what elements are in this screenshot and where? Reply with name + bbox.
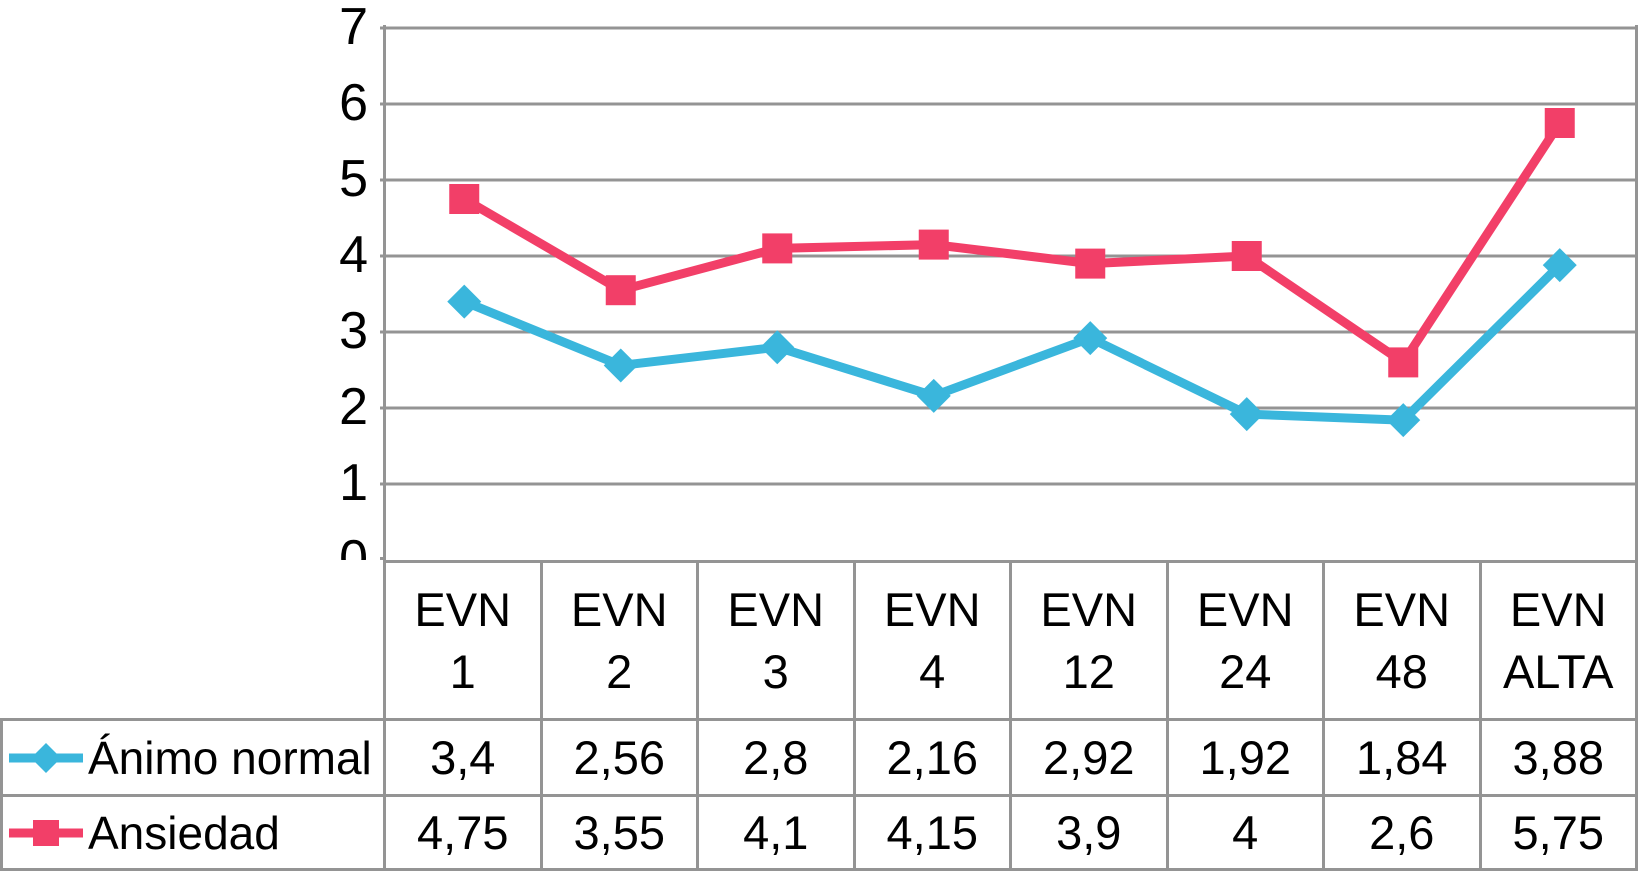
diamond-marker-icon: [603, 348, 638, 383]
y-axis-tick-label: 6: [339, 73, 368, 132]
value-cell: 2,8: [699, 718, 856, 794]
value-cell: 4,15: [855, 794, 1012, 871]
category-label-line2: ALTA: [1502, 644, 1614, 698]
value-cell: 2,56: [542, 718, 699, 794]
value-cell: 5,75: [1481, 794, 1638, 871]
value-cell: 2,16: [855, 718, 1012, 794]
square-marker-icon: [449, 184, 480, 214]
series-line-1: [459, 118, 1565, 367]
category-header-cell: EVN 3: [699, 560, 856, 718]
legend-label: Ánimo normal: [88, 731, 372, 784]
category-label-line2: 4: [919, 644, 946, 698]
category-header-cell: EVN 2: [542, 560, 699, 718]
value-cell: 2,92: [1012, 718, 1169, 794]
y-axis-tick-label: 1: [339, 453, 368, 512]
legend-label: Ansiedad: [88, 806, 280, 859]
category-header-cell: EVN 4: [855, 560, 1012, 718]
legend-key-icon: [9, 819, 83, 846]
y-axis-tick-label: 5: [339, 149, 368, 208]
legend-item: Ansiedad: [0, 794, 386, 871]
value-cell: 4: [1168, 794, 1325, 871]
square-marker-icon: [1388, 347, 1419, 378]
category-label-line1: EVN: [883, 583, 981, 637]
value-cell: 2,6: [1325, 794, 1482, 871]
value-cell: 3,9: [1012, 794, 1169, 871]
diamond-marker-icon: [1542, 248, 1577, 283]
category-label-line1: EVN: [727, 583, 825, 637]
square-marker-icon: [918, 229, 949, 260]
diamond-marker-icon: [1229, 397, 1264, 432]
value-cell: 4,75: [386, 794, 543, 871]
category-label-line1: EVN: [1353, 583, 1451, 637]
diamond-marker-icon: [916, 378, 951, 413]
category-label-line1: EVN: [1196, 583, 1294, 637]
category-label-line2: 3: [762, 644, 789, 698]
square-marker-icon: [1075, 248, 1106, 279]
y-axis-tick-label: 2: [339, 377, 368, 436]
category-header-cell: EVN 24: [1168, 560, 1325, 718]
value-cell: 3,88: [1481, 718, 1638, 794]
data-table: EVN 1 EVN 2 EVN 3 EVN 4 EVN 12 EVN 24 EVN 48 EVN ALTA Án…: [0, 560, 1638, 871]
value-cell: 1,84: [1325, 718, 1482, 794]
diamond-marker-icon: [447, 284, 482, 319]
table-corner-cell: [0, 560, 386, 718]
square-marker-icon: [605, 275, 636, 306]
category-header-cell: EVN 1: [386, 560, 543, 718]
square-marker-icon: [1231, 241, 1262, 271]
category-header-cell: EVN 12: [1012, 560, 1169, 718]
category-label-line2: 24: [1219, 644, 1272, 698]
diamond-marker-icon: [1073, 321, 1108, 356]
legend-item: Ánimo normal: [0, 718, 386, 794]
square-marker-icon: [1544, 108, 1575, 138]
category-header-cell: EVN 48: [1325, 560, 1482, 718]
value-cell: 3,4: [386, 718, 543, 794]
category-label-line2: 12: [1062, 644, 1115, 698]
category-label-line1: EVN: [1509, 583, 1607, 637]
category-label-line2: 48: [1375, 644, 1428, 698]
value-cell: 3,55: [542, 794, 699, 871]
legend-key-icon: [9, 742, 83, 773]
square-marker-icon: [762, 233, 793, 264]
series-line-0: [459, 260, 1565, 425]
y-axis-tick-label: 4: [339, 225, 368, 284]
category-label-line2: 2: [606, 644, 633, 698]
category-label-line2: 1: [449, 644, 476, 698]
category-header-cell: EVN ALTA: [1481, 560, 1638, 718]
category-label-line1: EVN: [414, 583, 512, 637]
value-cell: 4,1: [699, 794, 856, 871]
diamond-marker-icon: [760, 330, 795, 365]
diamond-marker-icon: [1386, 403, 1421, 438]
category-label-line1: EVN: [1040, 583, 1138, 637]
category-label-line1: EVN: [570, 583, 668, 637]
diamond-marker-icon: [31, 742, 61, 773]
y-axis-tick-label: 7: [339, 0, 368, 56]
value-cell: 1,92: [1168, 718, 1325, 794]
y-axis-tick-label: 3: [339, 301, 368, 360]
square-marker-icon: [33, 819, 59, 846]
